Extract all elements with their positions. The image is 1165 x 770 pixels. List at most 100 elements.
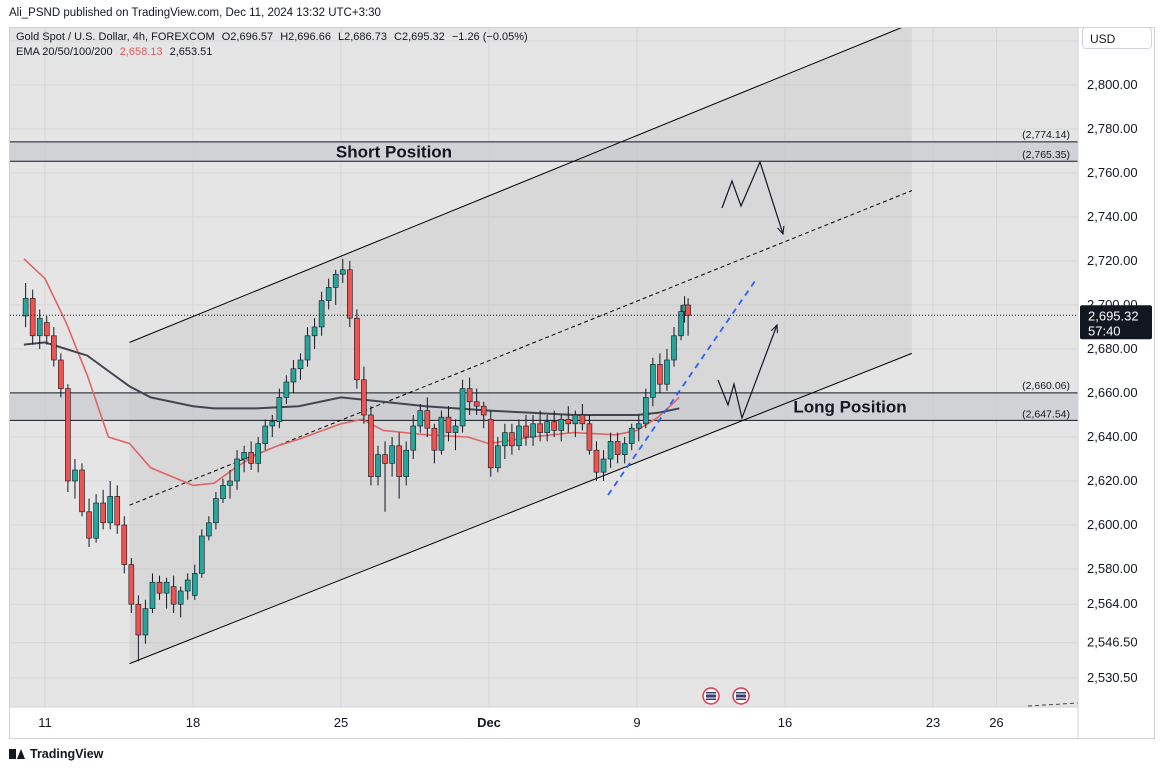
candle-body (184, 579, 191, 592)
economic-event-icon[interactable] (732, 687, 750, 705)
candle (107, 481, 113, 530)
candle (142, 599, 149, 644)
ema-fast-line (23, 258, 680, 487)
tradingview-logo[interactable]: TradingView (9, 747, 103, 761)
candle (354, 309, 360, 389)
symbol-legend[interactable]: Gold Spot / U.S. Dollar, 4h, FOREXCOM O2… (16, 31, 532, 43)
candle (424, 397, 431, 437)
ohlc-close: C2,695.32 (394, 31, 445, 43)
candle-body (466, 388, 473, 403)
candle (339, 258, 346, 283)
ema-legend[interactable]: EMA 20/50/100/200 2,658.13 2,653.51 (16, 46, 216, 58)
time-axis[interactable]: 11 18 25 Dec 9 16 23 26 (10, 706, 1078, 730)
candle (558, 415, 565, 442)
price-tick-label: 2,564.00 (1087, 596, 1138, 611)
candle-body (86, 511, 92, 539)
candle-body (671, 335, 677, 361)
time-tick-label: Dec (477, 715, 501, 730)
candles (22, 258, 691, 662)
candle-body (163, 581, 170, 594)
candle-body (248, 452, 254, 464)
candle-body (487, 419, 494, 469)
candle (213, 492, 219, 530)
candle-body (170, 586, 177, 605)
price-tick-label: 2,800.00 (1087, 77, 1138, 92)
ohlc-low: L2,686.73 (338, 31, 387, 43)
candle (445, 406, 452, 442)
candle (234, 450, 240, 490)
price-tick-label: 2,680.00 (1087, 341, 1138, 356)
flag-icon (706, 692, 716, 700)
candle (537, 410, 543, 442)
candle-body (100, 502, 106, 524)
candle (410, 415, 417, 459)
ema-slow-value: 2,653.51 (169, 46, 213, 58)
ema-label: EMA 20/50/100/200 (16, 46, 113, 58)
candle-body (347, 269, 353, 319)
candle-body (29, 298, 36, 337)
candle-body (241, 452, 247, 460)
candle (241, 445, 247, 473)
candle (43, 316, 50, 345)
candle-body (58, 359, 64, 389)
candle (100, 489, 106, 530)
candle (572, 410, 579, 437)
candle-body (473, 401, 480, 407)
candle (487, 410, 494, 477)
candle (318, 291, 325, 336)
chart-frame[interactable] (9, 27, 1155, 739)
zone-band (10, 141, 1078, 162)
candle (206, 516, 212, 541)
price-tick-label: 2,530.50 (1087, 670, 1138, 685)
projection-drawings (607, 160, 783, 496)
candle (473, 388, 480, 415)
zone-band (10, 392, 1078, 421)
price-axis[interactable]: 2,530.50 2,546.50 2,564.00 2,580.00 2,600.00… (1077, 28, 1138, 739)
ohlc-change: −1.26 (−0.05%) (451, 31, 528, 43)
candle (22, 283, 29, 327)
candle-body (635, 423, 642, 429)
ema-lines (23, 258, 680, 487)
candle-body (121, 524, 128, 565)
candle-body (339, 269, 346, 275)
candle-body (220, 485, 226, 499)
candle-body (565, 419, 572, 425)
candle-body (530, 423, 536, 438)
currency-button[interactable]: USD (1082, 27, 1152, 49)
time-tick-label: 25 (334, 715, 348, 730)
ema-fast-value: 2,658.13 (119, 46, 163, 58)
candle-body (593, 449, 600, 473)
candle-body (128, 564, 135, 605)
candle-body (452, 425, 459, 433)
candle (156, 575, 163, 600)
candle-body (643, 397, 649, 425)
economic-event-icon[interactable] (702, 687, 720, 705)
candle (516, 419, 522, 451)
zone-label: Long Position (793, 398, 906, 417)
candle-body (600, 458, 607, 473)
candle (495, 437, 501, 473)
candle-body (142, 608, 149, 636)
candle (114, 485, 121, 534)
last-price-badge-box (1080, 305, 1152, 340)
candle-body (523, 425, 529, 438)
candle (149, 573, 156, 613)
candle-body (368, 414, 374, 477)
zone-bottom-value: (2,647.54) (1022, 408, 1070, 420)
candle-body (304, 335, 311, 361)
candle-body (36, 317, 43, 337)
tradingview-logo-icon (9, 749, 25, 759)
last-price-value: 2,695.32 (1088, 308, 1139, 323)
candle (664, 349, 670, 391)
candle-body (354, 317, 360, 381)
candle (304, 327, 311, 367)
candle (220, 478, 226, 503)
candle-body (516, 425, 522, 447)
candle (403, 441, 409, 486)
candle (614, 432, 621, 464)
candle (431, 423, 438, 464)
economic-events[interactable] (702, 687, 750, 705)
candle-body (537, 423, 543, 433)
